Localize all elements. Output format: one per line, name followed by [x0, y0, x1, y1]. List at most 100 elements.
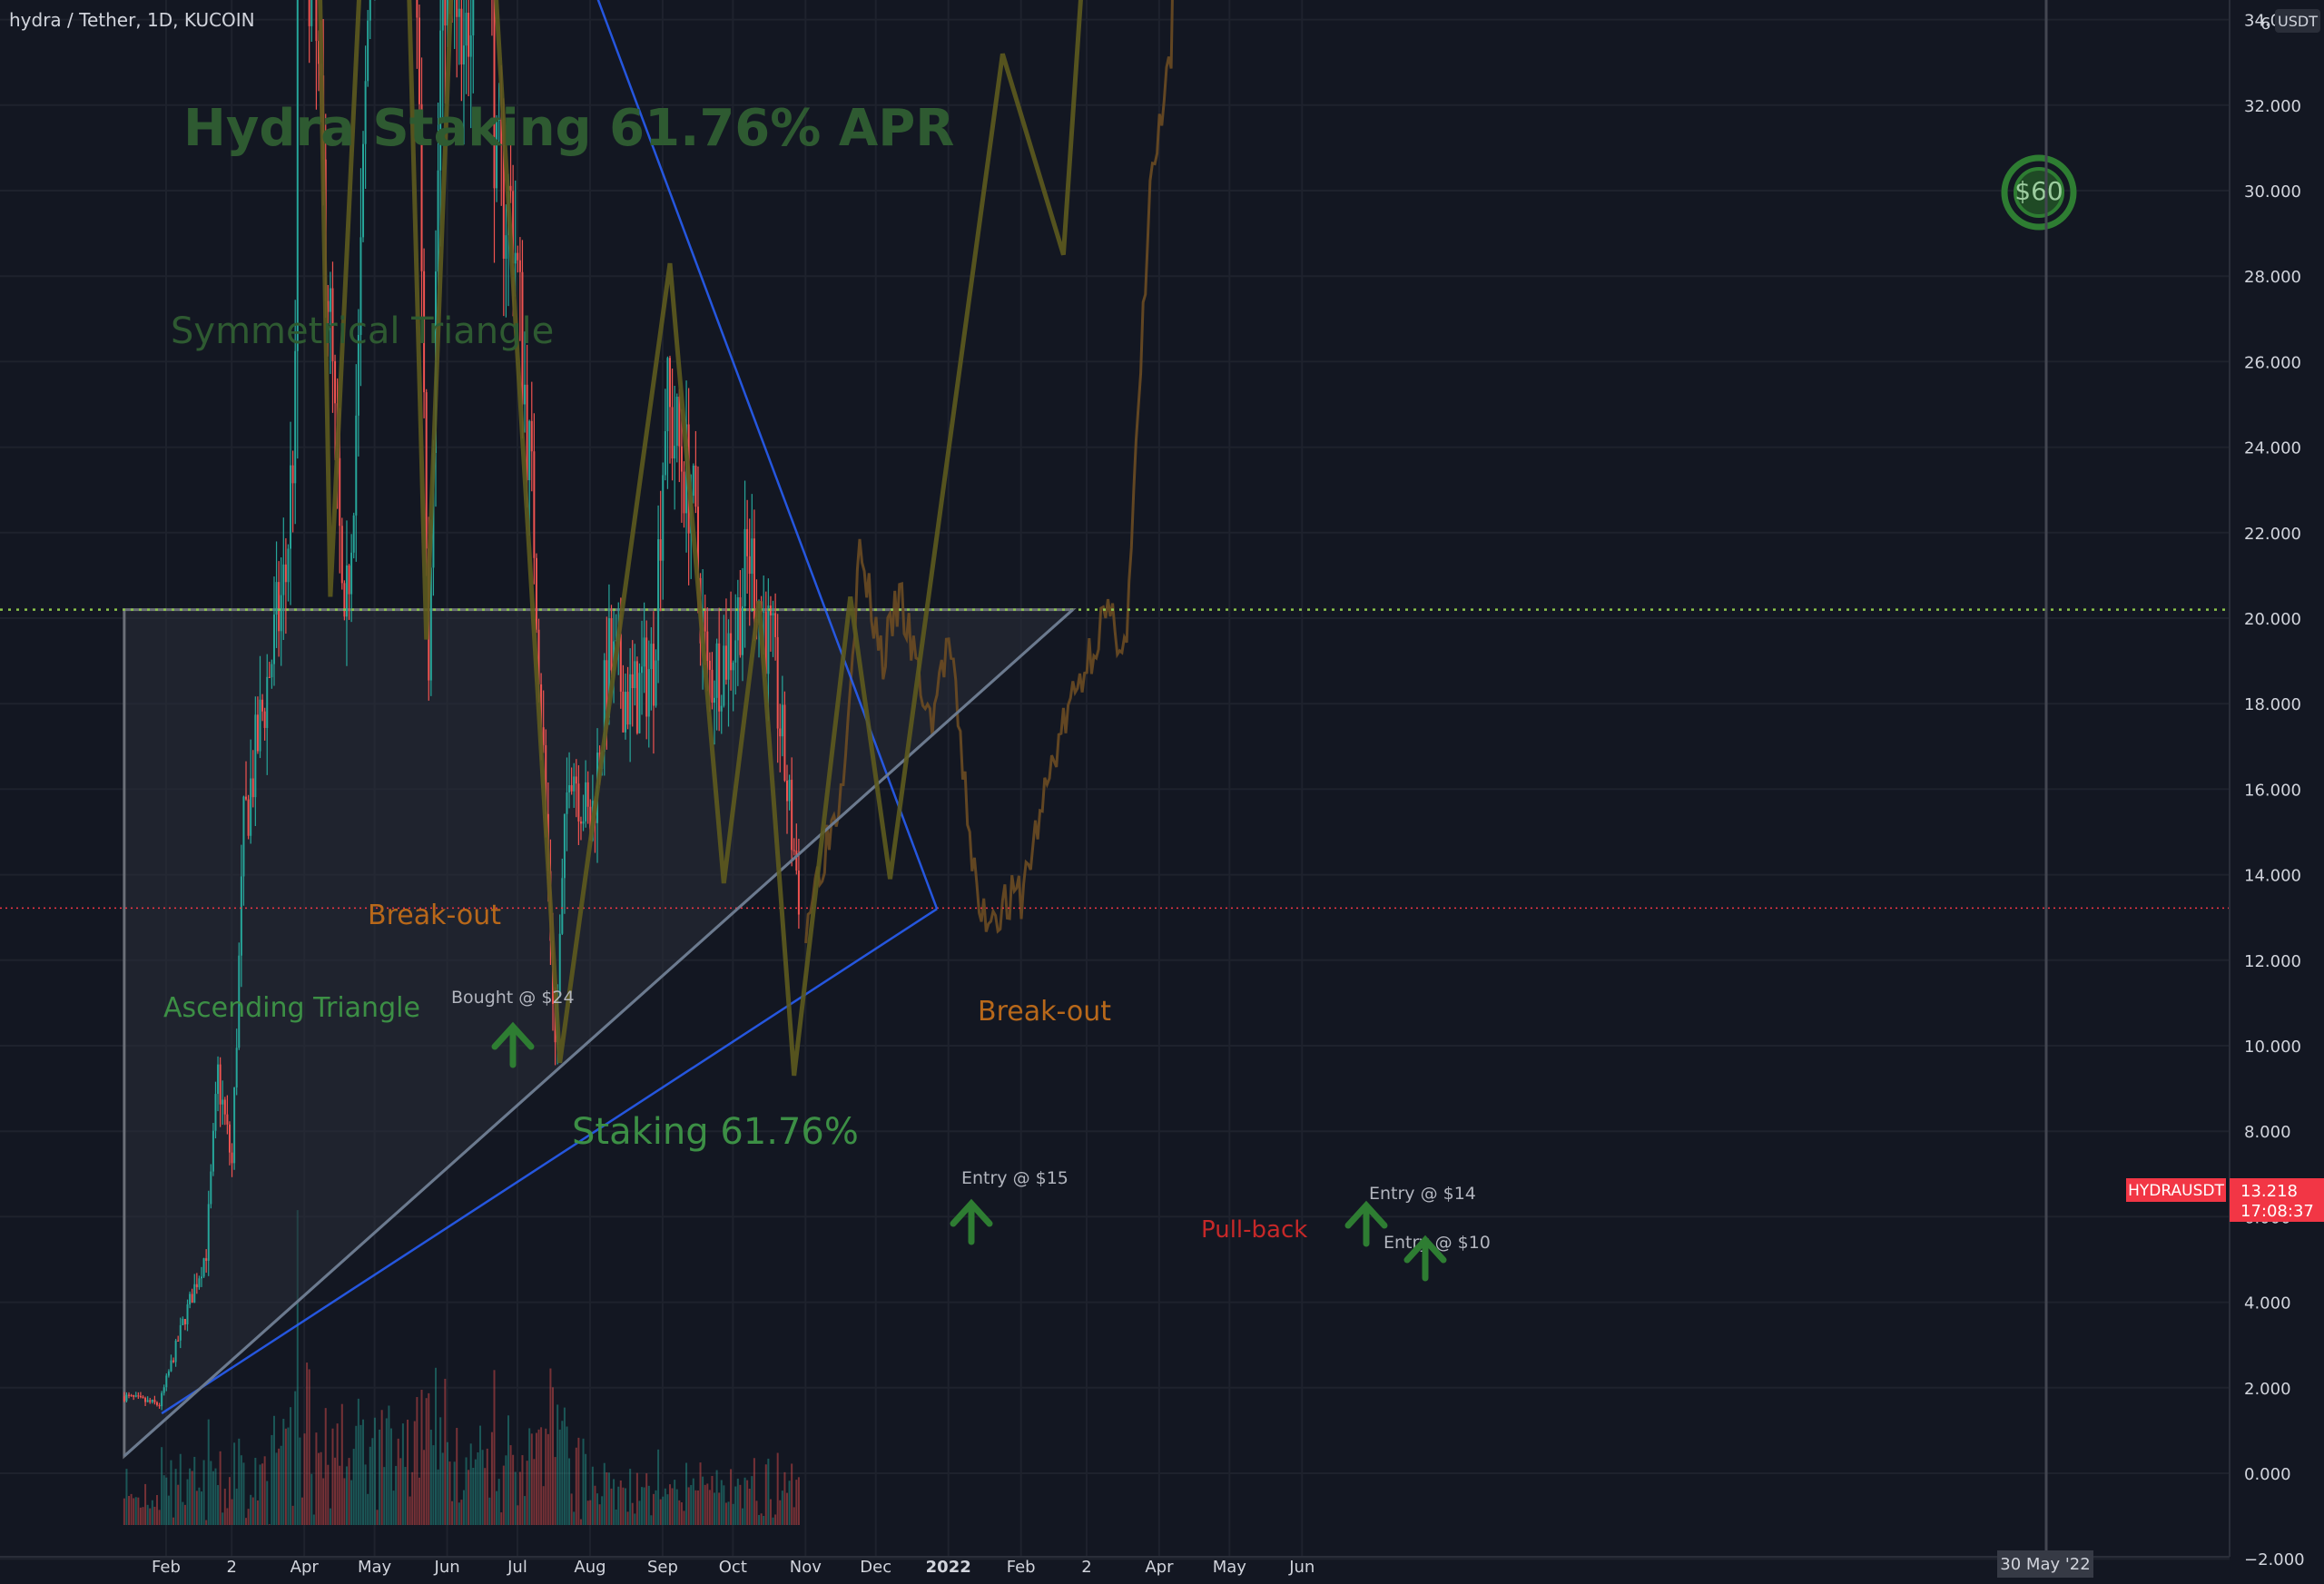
time-tick-label: Jun [434, 1558, 460, 1577]
volume-bar [303, 1433, 306, 1525]
volume-bar [524, 1496, 527, 1525]
volume-bar [530, 1433, 533, 1525]
candle-body [764, 611, 767, 674]
time-tick-label: 2022 [926, 1558, 971, 1577]
candle-body [226, 1114, 229, 1125]
candle-body [334, 360, 337, 404]
volume-bar [418, 1477, 420, 1525]
candle-body [662, 475, 665, 561]
volume-bar [446, 1441, 448, 1525]
candle-body [624, 692, 626, 733]
volume-bar [458, 1502, 460, 1525]
candle-body [245, 796, 248, 800]
candle-body [650, 644, 653, 670]
candle-body [514, 252, 517, 264]
candle-body [128, 1394, 131, 1396]
volume-bar [641, 1487, 644, 1525]
candle-body [570, 785, 573, 792]
candle-body [711, 669, 714, 703]
volume-bar [137, 1497, 140, 1525]
price-tick-label: 28.000 [2244, 268, 2301, 287]
volume-bar [306, 1363, 309, 1525]
candle-body [331, 288, 334, 361]
ascending-triangle-hypotenuse [123, 608, 1074, 1458]
volume-bar [619, 1480, 622, 1525]
candle-body [315, 0, 318, 42]
candle-body [198, 1278, 201, 1288]
volume-bars [123, 1210, 800, 1525]
volume-bar [549, 1368, 552, 1525]
volume-bar [462, 1490, 465, 1525]
candle-body [671, 407, 674, 459]
breakout-label-2: Break-out [978, 996, 1111, 1028]
candle-body [664, 431, 666, 476]
volume-bar [272, 1415, 275, 1525]
volume-bar [315, 1432, 318, 1525]
volume-bar [512, 1454, 515, 1525]
volume-bar [502, 1465, 505, 1525]
candle-body [783, 704, 786, 781]
candle-body [736, 597, 739, 641]
symbol-header[interactable]: hydra / Tether, 1D, KUCOIN [9, 9, 255, 31]
volume-bar [395, 1465, 398, 1525]
volume-bar [496, 1491, 498, 1525]
volume-bar [776, 1452, 779, 1525]
candle-body [146, 1400, 149, 1402]
volume-bar [428, 1392, 430, 1525]
price-axis[interactable]: 66.00064.00062.00060.00058.00056.00054.0… [2229, 0, 2324, 1569]
price-tick-label: 4.000 [2244, 1294, 2291, 1313]
candle-body [568, 785, 571, 792]
candle-body [603, 660, 606, 753]
volume-bar [763, 1515, 765, 1525]
candle-body [537, 629, 540, 684]
candle-body [345, 565, 348, 617]
candle-body [530, 420, 533, 452]
candle-body [708, 660, 711, 670]
volume-bar [490, 1432, 493, 1525]
volume-bar [500, 1512, 503, 1525]
candle-body [165, 1375, 168, 1388]
candle-body [343, 583, 346, 617]
candle-body [619, 634, 622, 692]
price-tick-label: −2.000 [2244, 1550, 2305, 1569]
candle-body [134, 1395, 137, 1397]
volume-bar [586, 1500, 589, 1525]
candle-body [420, 103, 423, 271]
volume-bar [481, 1450, 484, 1525]
volume-bar [296, 1210, 299, 1525]
candle-body [781, 704, 783, 737]
volume-bar [207, 1419, 210, 1525]
candle-body [170, 1360, 172, 1372]
volume-bar [675, 1489, 678, 1525]
volume-bar [397, 1438, 399, 1525]
candle-body [739, 597, 742, 655]
volume-bar [624, 1488, 626, 1525]
candle-body [577, 783, 580, 822]
volume-bar [493, 1370, 496, 1525]
candle-body [589, 806, 592, 841]
time-axis[interactable]: Feb 2 Apr May Jun Jul Aug Sep Oct Nov Dec 2022 Feb 2 A… [0, 1556, 2230, 1577]
volume-bar [182, 1501, 184, 1525]
volume-bar [324, 1408, 327, 1525]
candle-body [137, 1395, 140, 1397]
candle-body [355, 415, 358, 516]
price-tick-label: 0.000 [2244, 1465, 2291, 1484]
candle-body [446, 0, 448, 26]
price-tag-countdown: 17:08:37 [2240, 1202, 2314, 1221]
time-tick-label: Feb [1007, 1558, 1036, 1577]
volume-bar [690, 1485, 693, 1525]
candle-body [743, 528, 746, 606]
currency-tag-label: USDT [2278, 13, 2318, 30]
candle-body [692, 465, 694, 497]
volume-bar [468, 1470, 470, 1525]
candle-body [502, 145, 505, 259]
volume-bar [472, 1467, 475, 1525]
candle-body [715, 643, 718, 698]
volume-bar [198, 1487, 201, 1525]
volume-bar [469, 1443, 472, 1525]
volume-bar [758, 1515, 761, 1525]
candle-body [210, 1171, 212, 1205]
volume-bar [409, 1496, 411, 1525]
volume-bar [310, 1473, 313, 1525]
